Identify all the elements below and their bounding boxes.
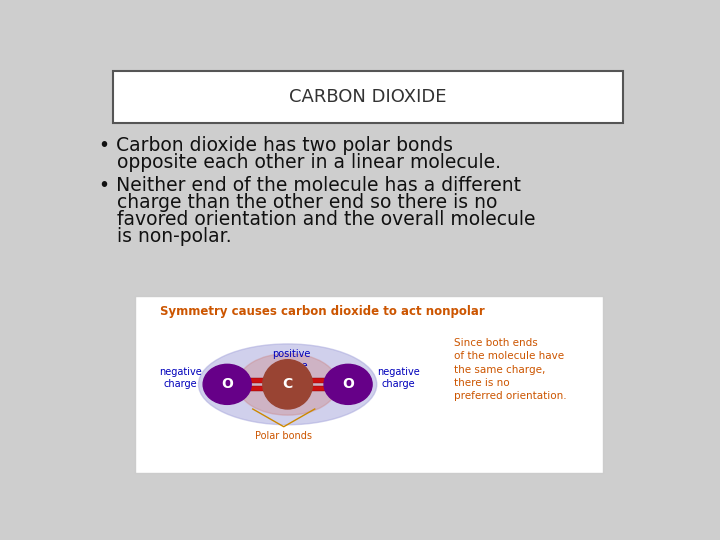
FancyBboxPatch shape xyxy=(135,296,603,473)
Text: • Carbon dioxide has two polar bonds: • Carbon dioxide has two polar bonds xyxy=(99,136,454,154)
Text: CARBON DIOXIDE: CARBON DIOXIDE xyxy=(289,88,447,106)
Text: favored orientation and the overall molecule: favored orientation and the overall mole… xyxy=(99,210,536,228)
Text: negative
charge: negative charge xyxy=(159,367,202,389)
Bar xyxy=(246,378,266,383)
Text: charge than the other end so there is no: charge than the other end so there is no xyxy=(99,193,498,212)
Bar xyxy=(310,378,330,383)
Text: O: O xyxy=(342,377,354,392)
Text: Polar bonds: Polar bonds xyxy=(256,430,312,441)
Ellipse shape xyxy=(324,364,372,404)
Text: opposite each other in a linear molecule.: opposite each other in a linear molecule… xyxy=(99,153,501,172)
Bar xyxy=(310,386,330,391)
FancyBboxPatch shape xyxy=(113,71,624,123)
Text: O: O xyxy=(221,377,233,392)
Text: Symmetry causes carbon dioxide to act nonpolar: Symmetry causes carbon dioxide to act no… xyxy=(160,305,485,318)
Text: positive
charge: positive charge xyxy=(272,349,311,372)
Ellipse shape xyxy=(203,364,251,404)
Text: C: C xyxy=(282,377,293,392)
Ellipse shape xyxy=(199,344,377,425)
Ellipse shape xyxy=(238,354,338,415)
Ellipse shape xyxy=(263,360,312,409)
Text: • Neither end of the molecule has a different: • Neither end of the molecule has a diff… xyxy=(99,176,521,195)
Text: negative
charge: negative charge xyxy=(377,367,420,389)
Bar xyxy=(246,386,266,391)
Text: is non-polar.: is non-polar. xyxy=(99,226,232,246)
Text: Since both ends
of the molecule have
the same charge,
there is no
preferred orie: Since both ends of the molecule have the… xyxy=(454,338,567,401)
